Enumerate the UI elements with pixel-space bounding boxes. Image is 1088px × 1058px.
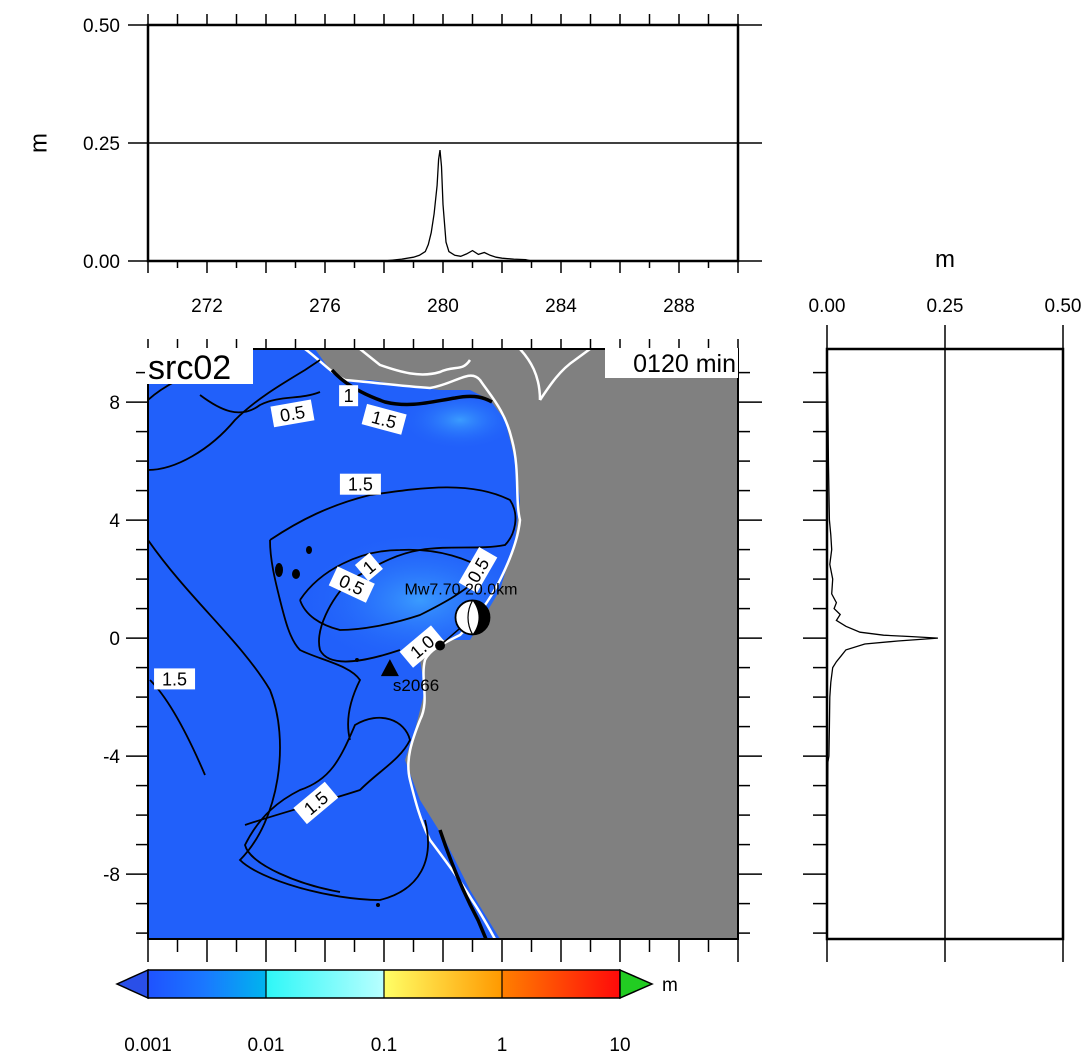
top-x-tick-label: 276 [309,296,341,317]
top-x-tick-labels: 272 276 280 284 288 [191,296,695,317]
top-tick-marks [128,14,762,349]
contour-label: 0.5 [270,399,315,428]
top-x-tick-label: 284 [545,296,577,317]
map-y-tick-label: -4 [103,747,120,768]
svg-text:0.5: 0.5 [278,402,306,426]
top-plot-frame [146,23,740,263]
colorbar-low-arrow [115,968,149,1000]
map-frame [147,348,739,940]
station-label: s2066 [393,676,439,695]
source-mechanism: Mw7.70 20.0km [405,581,518,651]
svg-text:1.5: 1.5 [162,669,187,689]
map-y-tick-label: 4 [109,511,120,532]
top-x-tick-label: 272 [191,296,223,317]
right-x-tick-label: 0.50 [1045,296,1082,317]
top-y-tick-label: 0.00 [83,252,120,273]
time-label: 0120 min [633,350,736,378]
top-profile-panel: m 0.00 0.25 0.50 272 276 280 284 288 [25,14,762,349]
contour-lower-lobe [244,716,411,893]
station-triangle-icon [380,659,399,677]
colorbar-high-arrow [619,968,654,1000]
map-y-tick-labels: 8 4 0 -4 -8 [103,393,120,886]
contour-inner-lobe [299,548,487,631]
map-title: src02 [148,349,231,387]
right-x-axis-label: m [935,246,955,273]
top-y-tick-label: 0.25 [83,134,120,155]
colorbar-tick-labels: 0.001 0.01 0.1 1 10 [124,1035,630,1056]
small-islands [275,546,380,907]
right-x-tick-label: 0.25 [927,296,964,317]
contour-middle-lobe [269,486,517,663]
time-box: 0120 min [605,348,738,378]
main-map-panel: 840-4-8 0.511.51.50.51 0.51.01.51.5 src02… [103,348,762,962]
contour-west [148,359,362,741]
colorbar: m 0.001 0.01 0.1 1 10 [115,968,678,1056]
svg-text:1: 1 [344,386,354,406]
right-tick-marks [803,325,1064,962]
right-plot-frame [825,347,1065,941]
top-x-tick-label: 280 [427,296,459,317]
coastline-white [304,349,522,939]
epicenter-marker [435,640,446,651]
land-area [315,349,738,939]
colorbar-tick-label: 0.001 [124,1035,172,1056]
colorbar-tick-label: 0.01 [248,1035,285,1056]
colorbar-tick-label: 1 [497,1035,508,1056]
beachball-icon [454,599,491,636]
colorbar-dividers [265,970,503,998]
wave-energy-glow-north [400,390,520,450]
colorbar-unit: m [662,975,678,996]
coastline-white-north [359,349,591,401]
colorbar-tick-label: 0.1 [371,1035,397,1056]
contour-labels: 0.511.51.50.51 0.51.01.51.5 [154,385,498,825]
right-profile-line [826,348,938,940]
station-marker: s2066 [380,659,439,695]
map-y-tick-label: 0 [109,629,120,650]
right-profile-panel: m 0.00 0.25 0.50 [803,246,1081,962]
title-box: src02 [145,348,253,387]
contour-label: 1 [339,385,359,407]
map-tick-marks [126,371,762,962]
source-label: Mw7.70 20.0km [405,581,518,598]
map-y-tick-label: -8 [103,865,120,886]
right-x-tick-label: 0.00 [809,296,846,317]
map-y-tick-label: 8 [109,393,120,414]
contour-label: 1 [354,552,383,582]
contour-label: 1.5 [339,473,381,495]
top-y-tick-labels: 0.00 0.25 0.50 [83,16,120,273]
right-x-tick-labels: 0.00 0.25 0.50 [809,296,1082,317]
colorbar-tick-label: 10 [609,1035,630,1056]
svg-text:1.5: 1.5 [348,475,373,495]
contour-label: 1.5 [154,668,196,690]
top-y-tick-label: 0.50 [83,16,120,37]
top-x-tick-label: 288 [663,296,695,317]
top-y-axis-label: m [25,133,52,153]
top-profile-line [148,150,738,262]
